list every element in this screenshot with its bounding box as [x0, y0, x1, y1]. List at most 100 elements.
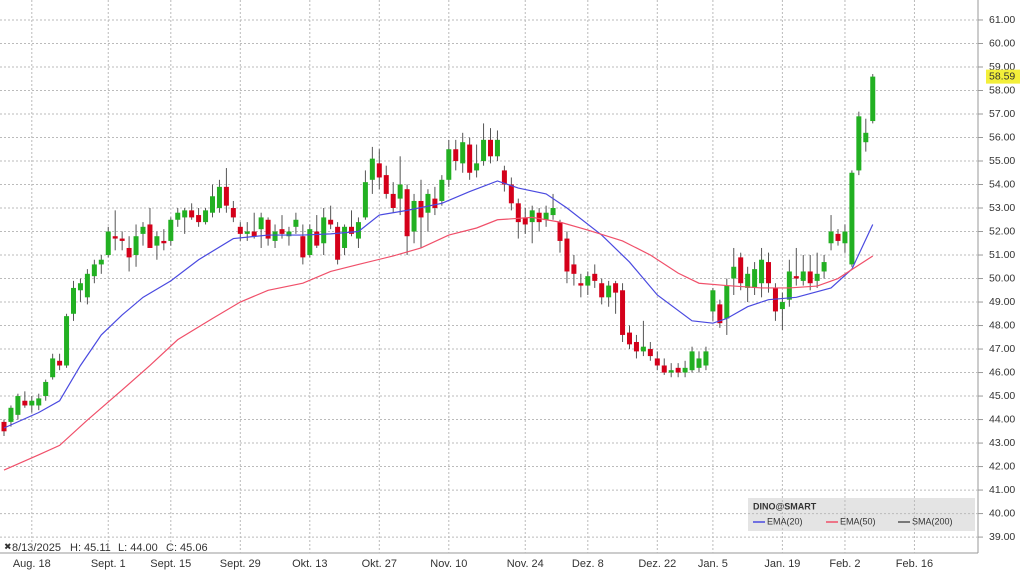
candle-body	[633, 341, 639, 352]
candle-body	[620, 290, 626, 335]
legend-box	[748, 498, 975, 531]
candle-body	[279, 229, 285, 234]
candle-body	[481, 139, 487, 162]
candle-body	[64, 316, 70, 366]
candle-body	[328, 219, 334, 225]
candle-body	[105, 231, 111, 256]
candle-body	[342, 226, 348, 248]
candle-body	[814, 273, 820, 281]
candle-body	[335, 226, 341, 260]
candle-body	[564, 238, 570, 272]
candle-body	[654, 358, 660, 366]
legend-entry: EMA(50)	[840, 516, 876, 526]
candle-body	[488, 139, 493, 157]
candle-body	[300, 236, 306, 258]
x-tick-label: Sept. 1	[91, 558, 126, 570]
candle-body	[161, 240, 167, 244]
candle-body	[57, 360, 63, 366]
candle-body	[126, 247, 132, 258]
candle-body	[293, 219, 299, 227]
candle-body	[439, 179, 445, 201]
x-tick-label: Nov. 10	[430, 558, 467, 570]
candle-body	[474, 163, 480, 171]
candle-body	[856, 116, 862, 171]
candle-body	[154, 236, 160, 246]
candle-body	[828, 231, 834, 244]
last-price-highlight	[986, 69, 1020, 84]
y-tick-label: 40.00	[989, 507, 1015, 519]
y-tick-label: 49.00	[989, 296, 1015, 308]
candle-body	[286, 231, 292, 237]
candle-body	[91, 264, 97, 277]
candle-body	[460, 142, 466, 164]
candle-body	[362, 182, 368, 218]
candle-body	[494, 139, 500, 157]
candle-body	[682, 367, 688, 373]
x-tick-label: Nov. 24	[507, 558, 544, 570]
y-tick-label: 41.00	[989, 484, 1015, 496]
y-tick-label: 60.00	[989, 37, 1015, 49]
x-tick-label: Aug. 18	[13, 558, 51, 570]
candle-body	[210, 196, 215, 213]
candle-body	[432, 198, 438, 209]
candle-body	[321, 217, 327, 244]
y-tick-label: 56.00	[989, 131, 1015, 143]
candle-body	[43, 381, 49, 397]
candle-body	[22, 400, 28, 406]
candle-body	[724, 285, 730, 319]
candle-body	[689, 351, 695, 371]
candle-body	[515, 203, 521, 223]
y-tick-label: 57.00	[989, 108, 1015, 120]
y-tick-label: 39.00	[989, 531, 1015, 543]
candle-body	[203, 210, 209, 223]
candle-body	[383, 175, 389, 194]
candle-body	[766, 262, 771, 284]
candle-body	[216, 186, 222, 209]
candle-body	[425, 193, 431, 213]
candle-body	[870, 76, 876, 122]
x-tick-label: Sept. 15	[150, 558, 191, 570]
y-tick-label: 54.00	[989, 178, 1015, 190]
candle-body	[640, 346, 646, 352]
candle-body	[272, 231, 278, 241]
candle-body	[759, 259, 765, 284]
y-tick-label: 47.00	[989, 343, 1015, 355]
x-tick-label: Jan. 19	[764, 558, 800, 570]
x-tick-label: Dez. 22	[638, 558, 676, 570]
candle-body	[189, 210, 195, 218]
candle-body	[710, 290, 716, 312]
candle-body	[84, 273, 90, 298]
candle-body	[446, 149, 452, 180]
candle-body	[557, 222, 563, 241]
candle-body	[133, 236, 139, 256]
candle-body	[467, 144, 473, 173]
candle-body	[529, 210, 535, 223]
indicator-line	[3, 180, 874, 429]
candle-body	[717, 304, 723, 324]
candle-body	[71, 287, 76, 314]
candle-body	[453, 149, 459, 162]
candle-body	[599, 283, 605, 298]
x-tick-label: Okt. 13	[292, 558, 327, 570]
candle-body	[15, 396, 21, 415]
candle-body	[369, 158, 375, 180]
y-tick-label: 50.00	[989, 272, 1015, 284]
legend-entry: EMA(20)	[767, 516, 803, 526]
candle-body	[508, 184, 514, 204]
candle-body	[376, 163, 382, 178]
candle-body	[196, 215, 202, 223]
status-close: C: 45.06	[166, 542, 208, 554]
candle-body	[404, 189, 410, 237]
last-price-label: 58.59	[989, 70, 1015, 82]
candle-body	[661, 365, 667, 373]
candle-body	[849, 172, 855, 265]
candle-body	[675, 367, 681, 373]
x-tick-label: Okt. 27	[362, 558, 397, 570]
candle-body	[738, 257, 744, 284]
candle-body	[800, 271, 806, 281]
candle-body	[585, 276, 591, 286]
y-tick-label: 42.00	[989, 460, 1015, 472]
candle-body	[140, 226, 146, 234]
x-tick-label: Jan. 5	[698, 558, 728, 570]
